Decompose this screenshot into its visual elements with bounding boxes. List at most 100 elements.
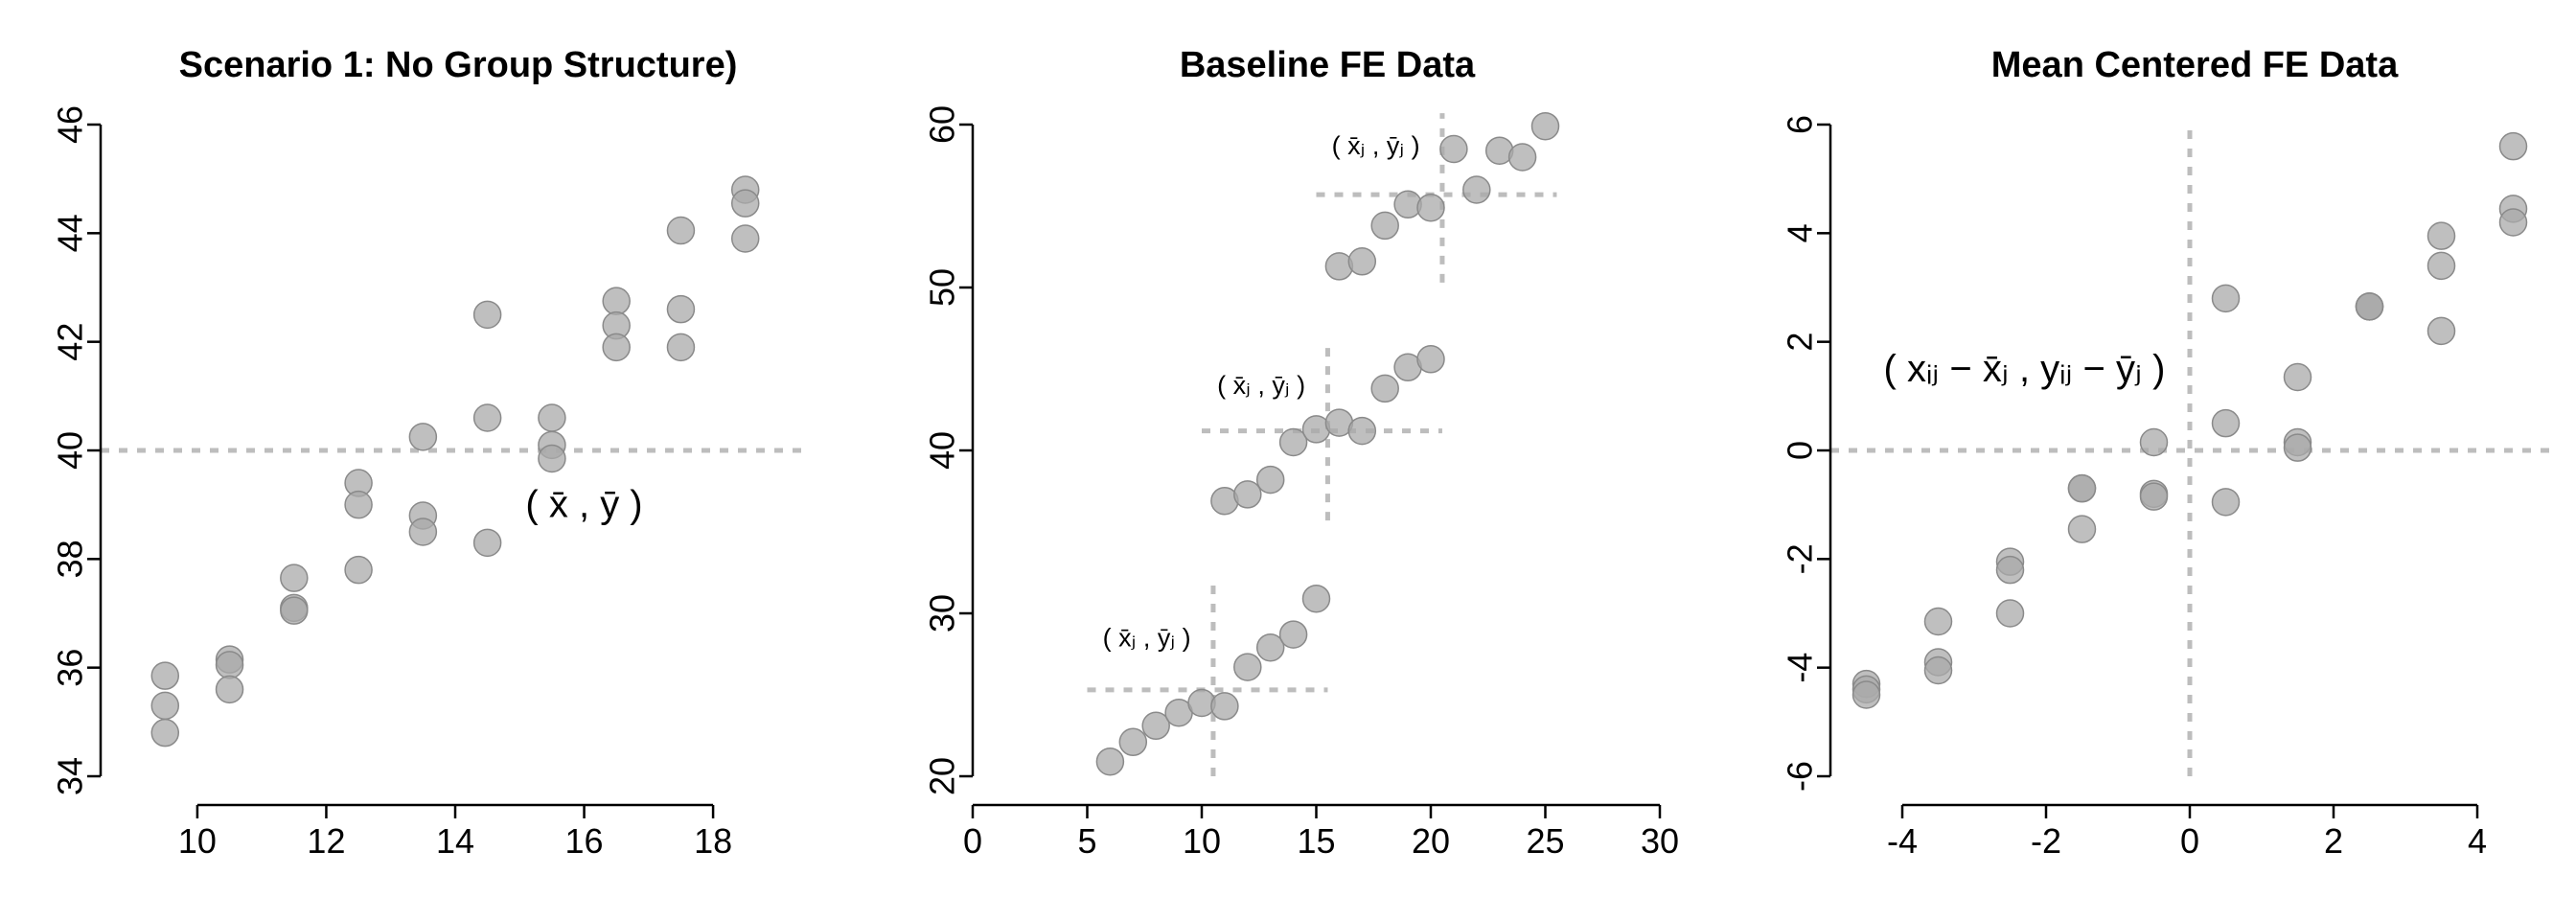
data-point bbox=[2211, 408, 2241, 438]
data-point bbox=[1995, 599, 2025, 628]
data-point bbox=[1233, 480, 1262, 509]
data-point bbox=[1095, 747, 1125, 776]
data-point bbox=[1923, 607, 1953, 636]
x-tick-label: 10 bbox=[1183, 821, 1221, 861]
x-tick-label: 14 bbox=[436, 821, 474, 861]
data-point bbox=[2067, 515, 2097, 543]
x-tick-label: 10 bbox=[178, 821, 217, 861]
data-point bbox=[666, 294, 696, 324]
data-point bbox=[2211, 284, 2241, 313]
data-point bbox=[730, 224, 760, 253]
y-tick-label: 36 bbox=[51, 649, 90, 687]
data-point bbox=[2283, 433, 2312, 462]
y-tick-label: 4 bbox=[1781, 223, 1820, 242]
y-tick-label: 0 bbox=[1781, 441, 1820, 460]
data-point bbox=[1923, 656, 1953, 685]
y-tick-label: 46 bbox=[51, 105, 90, 144]
y-tick-label: 40 bbox=[51, 431, 90, 470]
y-tick-label: 20 bbox=[923, 757, 962, 795]
x-tick-label: 16 bbox=[565, 821, 604, 861]
data-point bbox=[1210, 692, 1239, 721]
y-tick-label: 2 bbox=[1781, 333, 1820, 352]
data-point bbox=[1255, 465, 1285, 494]
data-point bbox=[344, 555, 373, 585]
y-tick-label: -2 bbox=[1781, 543, 1820, 574]
data-point bbox=[472, 528, 502, 558]
x-tick-label: 12 bbox=[307, 821, 345, 861]
data-point bbox=[215, 675, 244, 704]
panel-2: Baseline FE Data 0 5 10 15 20 25 30 20 30 40 50 60 ( … bbox=[923, 45, 1680, 861]
data-point bbox=[1439, 134, 1468, 164]
data-point bbox=[408, 518, 438, 546]
y-tick-label: -6 bbox=[1781, 761, 1820, 792]
mean-annotation: ( x̄ , ȳ ) bbox=[525, 484, 642, 526]
data-point bbox=[730, 189, 760, 218]
y-tick-label: 60 bbox=[923, 105, 962, 144]
data-point bbox=[1347, 416, 1377, 446]
data-point bbox=[2426, 221, 2456, 250]
data-point bbox=[280, 596, 309, 625]
x-tick-label: 15 bbox=[1297, 821, 1335, 861]
data-point bbox=[1278, 427, 1308, 457]
data-point bbox=[538, 403, 566, 432]
x-tick-label: -4 bbox=[1887, 821, 1918, 861]
panel-title: Baseline FE Data bbox=[1180, 45, 1476, 85]
data-point bbox=[280, 564, 309, 592]
data-point bbox=[2498, 131, 2528, 161]
data-point bbox=[2067, 473, 2097, 503]
panel-title: Scenario 1: No Group Structure) bbox=[179, 45, 738, 85]
y-tick-label: -4 bbox=[1781, 653, 1820, 683]
data-point bbox=[472, 300, 502, 330]
data-point bbox=[215, 651, 244, 679]
data-point bbox=[1255, 632, 1285, 662]
data-point bbox=[1370, 211, 1399, 241]
data-point bbox=[1416, 193, 1445, 222]
panel-title: Mean Centered FE Data bbox=[1991, 45, 2399, 85]
x-tick-label: 5 bbox=[1077, 821, 1096, 861]
data-point bbox=[150, 691, 180, 721]
y-tick-label: 34 bbox=[51, 757, 90, 795]
x-tick-label: -2 bbox=[2031, 821, 2061, 861]
x-tick-label: 0 bbox=[2180, 821, 2199, 861]
data-point bbox=[538, 444, 566, 473]
data-point bbox=[1852, 680, 1881, 709]
data-point bbox=[1370, 374, 1399, 403]
data-point bbox=[150, 661, 180, 690]
data-point bbox=[1530, 111, 1560, 141]
y-tick-label: 44 bbox=[51, 214, 90, 252]
data-point bbox=[1347, 247, 1377, 276]
panel-1: Scenario 1: No Group Structure) 10 12 14 16 1… bbox=[51, 45, 810, 861]
mean-annotation: ( xᵢⱼ − x̄ⱼ , yᵢⱼ − ȳⱼ ) bbox=[1884, 348, 2166, 390]
data-point bbox=[408, 423, 438, 451]
data-point bbox=[2426, 316, 2456, 346]
data-point bbox=[2355, 292, 2384, 321]
data-point bbox=[2139, 482, 2169, 511]
data-point bbox=[1141, 711, 1170, 741]
data-point bbox=[1233, 653, 1262, 681]
data-point bbox=[2426, 251, 2456, 281]
data-point bbox=[1278, 620, 1308, 649]
y-tick-label: 38 bbox=[51, 540, 90, 578]
data-point bbox=[602, 333, 631, 362]
mean-annotation: ( x̄ⱼ , ȳⱼ ) bbox=[1332, 131, 1420, 160]
data-point bbox=[2283, 362, 2312, 392]
y-tick-label: 40 bbox=[923, 431, 962, 470]
data-point bbox=[1301, 584, 1331, 613]
x-tick-label: 30 bbox=[1641, 821, 1679, 861]
data-point bbox=[2211, 488, 2241, 517]
data-point bbox=[1507, 143, 1537, 172]
data-point bbox=[666, 333, 696, 362]
panel-3: Mean Centered FE Data -4 -2 0 2 4 -6 -4 -2 0 2 4 6 ( … bbox=[1781, 45, 2549, 861]
data-point bbox=[1462, 175, 1491, 204]
data-point bbox=[2498, 208, 2528, 237]
x-tick-label: 25 bbox=[1526, 821, 1564, 861]
data-point bbox=[602, 287, 631, 315]
mean-annotation: ( x̄ⱼ , ȳⱼ ) bbox=[1217, 371, 1305, 400]
data-point bbox=[1995, 555, 2025, 585]
data-point bbox=[1118, 727, 1148, 757]
x-tick-label: 2 bbox=[2324, 821, 2343, 861]
y-tick-label: 30 bbox=[923, 594, 962, 632]
x-tick-label: 0 bbox=[963, 821, 982, 861]
data-point bbox=[1416, 345, 1445, 374]
